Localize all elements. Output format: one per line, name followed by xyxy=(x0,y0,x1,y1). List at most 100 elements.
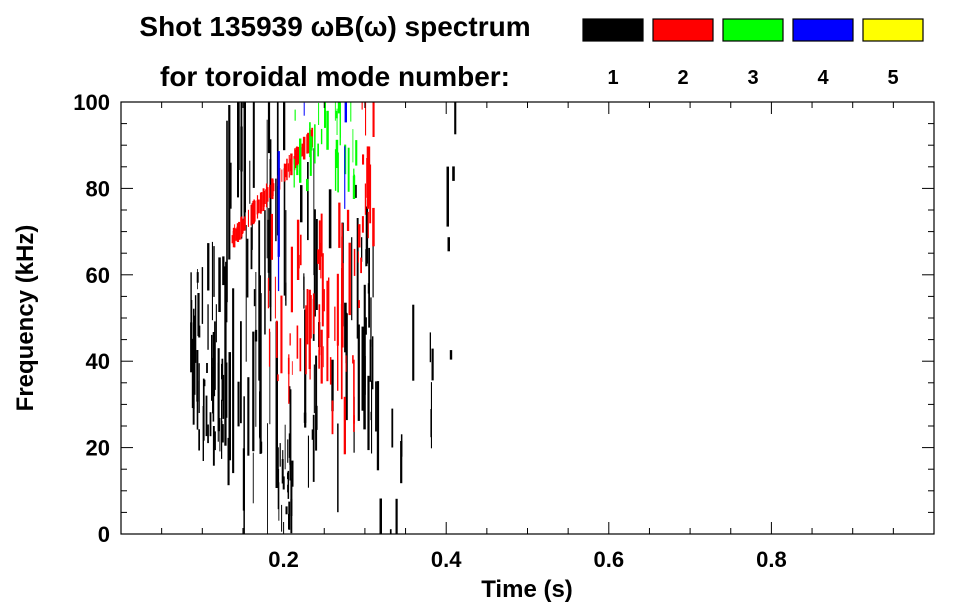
spectral-streak-mode-1 xyxy=(312,414,315,482)
spectral-streak-mode-1 xyxy=(328,189,332,249)
spectral-streak-mode-2 xyxy=(287,163,289,172)
spectral-streak-mode-1 xyxy=(288,513,290,530)
spectral-streak-mode-2 xyxy=(353,415,355,424)
spectral-streak-mode-1 xyxy=(240,126,243,172)
spectral-streak-mode-1 xyxy=(307,435,309,488)
spectral-streak-mode-1 xyxy=(311,429,314,440)
spectral-streak-mode-1 xyxy=(285,210,287,301)
spectral-streak-mode-1 xyxy=(300,185,303,223)
spectral-streak-mode-2 xyxy=(326,280,329,382)
spectral-streak-mode-2 xyxy=(360,257,362,274)
spectral-streak-mode-4 xyxy=(303,102,305,116)
spectral-streak-mode-3 xyxy=(335,110,338,119)
spectral-streak-mode-1 xyxy=(354,184,357,198)
spectral-streak-mode-2 xyxy=(367,211,369,239)
spectral-streak-mode-2 xyxy=(331,400,334,435)
spectral-streak-mode-1 xyxy=(251,203,253,250)
spectral-streak-mode-4 xyxy=(277,151,280,257)
x-axis-label: Time (s) xyxy=(481,576,573,603)
spectral-streak-mode-1 xyxy=(247,377,250,456)
spectral-streak-mode-1 xyxy=(290,498,293,534)
y-tick-label: 60 xyxy=(86,263,110,288)
spectral-streak-mode-2 xyxy=(274,276,276,319)
spectral-streak-mode-1 xyxy=(214,321,216,390)
spectral-streak-mode-3 xyxy=(337,102,341,114)
spectral-streak-mode-1 xyxy=(212,426,215,466)
spectral-streak-mode-2 xyxy=(297,148,299,162)
spectral-streak-mode-1 xyxy=(284,424,286,470)
legend-label-mode-3: 3 xyxy=(747,67,758,89)
spectral-streak-mode-3 xyxy=(309,144,312,176)
spectral-streak-mode-2 xyxy=(320,213,323,257)
spectral-streak-mode-1 xyxy=(287,472,289,480)
spectral-streak-mode-2 xyxy=(312,293,315,335)
spectral-streak-mode-2 xyxy=(301,143,303,157)
spectral-streak-mode-1 xyxy=(361,326,364,411)
spectral-streak-mode-1 xyxy=(379,498,382,534)
spectral-streak-mode-1 xyxy=(218,257,221,312)
spectral-streak-mode-1 xyxy=(197,293,200,337)
spectral-streak-mode-1 xyxy=(275,178,277,242)
spectral-streak-mode-1 xyxy=(361,370,363,389)
spectral-streak-mode-1 xyxy=(351,237,353,321)
spectral-streak-mode-3 xyxy=(318,102,320,125)
spectral-streak-mode-1 xyxy=(214,431,216,451)
spectral-streak-mode-1 xyxy=(207,424,209,444)
spectral-streak-mode-2 xyxy=(302,136,306,160)
spectral-streak-mode-2 xyxy=(300,234,302,266)
spectral-streak-mode-1 xyxy=(400,441,403,484)
spectral-streak-mode-2 xyxy=(266,187,269,202)
spectral-streak-mode-2 xyxy=(291,361,293,375)
spectral-streak-mode-1 xyxy=(375,381,377,432)
spectral-streak-mode-1 xyxy=(282,450,284,480)
spectral-streak-mode-1 xyxy=(367,375,370,451)
spectral-streak-mode-2 xyxy=(264,189,266,204)
spectral-streak-mode-2 xyxy=(341,236,343,268)
spectral-streak-mode-3 xyxy=(309,122,311,158)
spectral-streak-mode-2 xyxy=(232,227,236,248)
spectral-streak-mode-1 xyxy=(288,433,291,458)
spectral-streak-mode-1 xyxy=(212,367,215,422)
spectral-streak-mode-2 xyxy=(365,102,367,136)
spectral-streak-mode-1 xyxy=(198,325,201,338)
spectral-streak-mode-1 xyxy=(395,498,398,534)
legend-label-mode-1: 1 xyxy=(607,67,618,89)
spectral-streak-mode-1 xyxy=(364,317,367,335)
spectral-streak-mode-1 xyxy=(252,331,255,452)
spectral-streak-mode-2 xyxy=(281,169,283,182)
spectral-streak-mode-1 xyxy=(222,374,225,419)
spectral-streak-mode-1 xyxy=(226,362,228,418)
spectral-streak-mode-1 xyxy=(205,395,208,437)
spectral-streak-mode-1 xyxy=(282,476,285,490)
spectral-streak-mode-2 xyxy=(317,249,320,264)
spectral-streak-mode-1 xyxy=(222,424,224,443)
spectral-streak-mode-2 xyxy=(357,224,361,248)
spectral-streak-mode-2 xyxy=(345,355,347,372)
spectral-streak-mode-1 xyxy=(224,266,227,446)
spectral-streak-mode-3 xyxy=(306,178,309,192)
spectral-streak-mode-2 xyxy=(307,136,310,150)
spectral-streak-mode-2 xyxy=(272,182,274,193)
spectral-streak-mode-1 xyxy=(313,364,315,414)
spectral-streak-mode-1 xyxy=(253,289,256,307)
spectral-streak-mode-1 xyxy=(290,478,293,516)
spectral-streak-mode-1 xyxy=(366,199,369,264)
spectral-streak-mode-2 xyxy=(318,220,321,270)
spectral-streak-mode-2 xyxy=(296,219,300,280)
spectral-streak-mode-1 xyxy=(249,160,251,204)
spectral-streak-mode-1 xyxy=(267,219,270,273)
x-tick-label: 0.4 xyxy=(431,547,462,572)
spectral-streak-mode-1 xyxy=(267,423,268,534)
spectral-streak-mode-2 xyxy=(352,355,354,364)
spectral-streak-mode-1 xyxy=(211,334,213,401)
spectral-streak-mode-2 xyxy=(346,209,350,231)
spectral-streak-mode-2 xyxy=(336,273,339,346)
spectral-streak-mode-2 xyxy=(361,216,364,233)
spectral-streak-mode-1 xyxy=(229,162,232,209)
spectral-streak-mode-1 xyxy=(219,418,221,452)
spectral-streak-mode-1 xyxy=(313,148,315,276)
spectral-streak-mode-2 xyxy=(308,289,311,369)
spectral-streak-mode-1 xyxy=(194,295,197,363)
spectral-streak-mode-2 xyxy=(263,191,265,206)
